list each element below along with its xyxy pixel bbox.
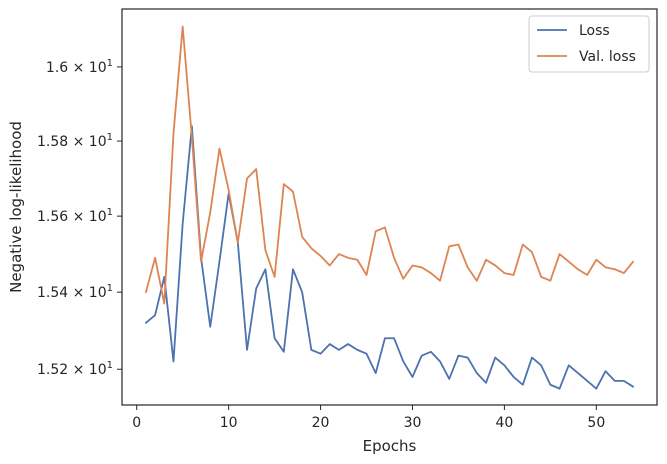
x-tick-label: 40 xyxy=(495,415,513,431)
x-tick-label: 50 xyxy=(587,415,605,431)
ticks-layer: 0 10 20 30 40 50 1.52 × 101 1.54 × 101 1.56 × 10… xyxy=(37,58,605,431)
y-tick-label: 1.56 × 101 xyxy=(37,207,113,225)
legend-label-val-loss: Val. loss xyxy=(579,49,636,65)
y-axis-label: Negative log-likelihood xyxy=(7,121,25,293)
x-axis-label: Epochs xyxy=(363,437,417,455)
y-tick-label: 1.52 × 101 xyxy=(37,360,113,378)
x-tick-label: 20 xyxy=(312,415,330,431)
legend-label-loss: Loss xyxy=(579,23,610,39)
series-layer xyxy=(145,25,634,390)
legend: Loss Val. loss xyxy=(528,15,650,73)
plot-frame xyxy=(121,8,658,406)
series-line-1 xyxy=(145,25,634,305)
x-tick-label: 0 xyxy=(132,415,141,431)
series-line-0 xyxy=(145,125,634,390)
y-tick-label: 1.6 × 101 xyxy=(46,58,113,76)
x-tick-label: 30 xyxy=(404,415,422,431)
x-tick-label: 10 xyxy=(220,415,238,431)
y-tick-label: 1.58 × 101 xyxy=(37,132,113,150)
y-tick-label: 1.54 × 101 xyxy=(37,283,113,301)
